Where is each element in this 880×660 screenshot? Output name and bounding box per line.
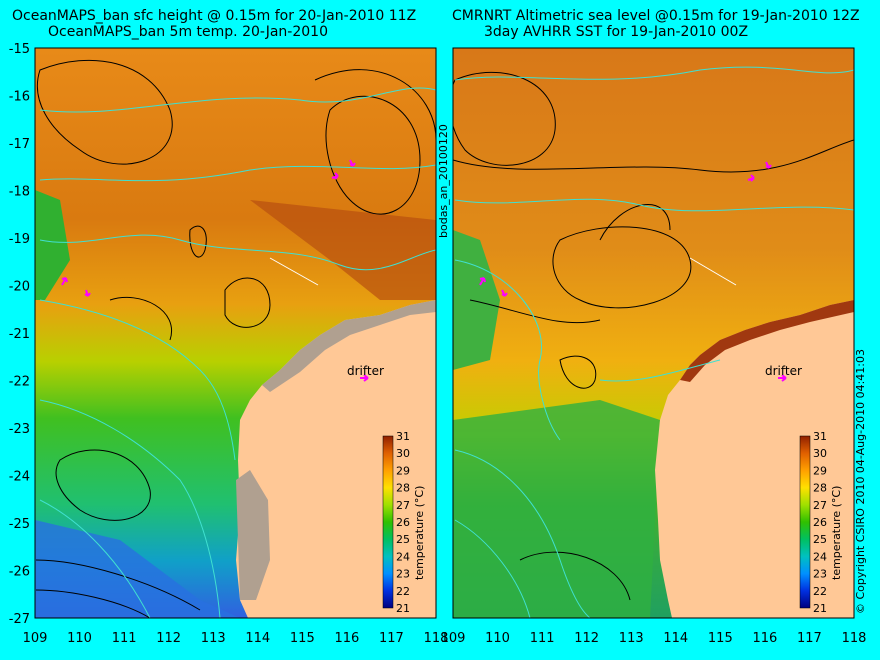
lon-tick-label: 116 xyxy=(752,631,777,646)
left-warm-pool xyxy=(35,190,70,300)
right-longitude-tick-labels: 109 110 111 112 113 114 115 116 117 118 xyxy=(441,631,867,646)
lon-tick-label: 109 xyxy=(441,631,466,646)
right-cool-zone xyxy=(453,400,660,618)
colorbar-tick-label: 27 xyxy=(396,499,410,512)
lat-tick-label: -23 xyxy=(9,422,30,437)
lat-tick-label: -18 xyxy=(9,185,30,200)
left-land-gray-south xyxy=(236,470,270,600)
left-colorbar-label: temperature (°C) xyxy=(413,485,426,580)
left-title-line2: OceanMAPS_ban 5m temp. 20-Jan-2010 xyxy=(48,24,328,40)
left-drifter-arrows xyxy=(61,159,369,382)
lon-tick-label: 113 xyxy=(201,631,226,646)
lon-tick-label: 111 xyxy=(112,631,137,646)
lat-tick-label: -15 xyxy=(9,42,30,57)
left-longitude-tick-labels: 109 110 111 112 113 114 115 116 117 118 xyxy=(23,631,449,646)
lon-tick-label: 114 xyxy=(663,631,688,646)
left-cyan-contours xyxy=(39,87,436,618)
lat-tick-label: -26 xyxy=(9,565,30,580)
colorbar-tick-label: 23 xyxy=(396,568,410,581)
colorbar-tick-label: 30 xyxy=(813,447,827,460)
right-map-panel: drifter xyxy=(453,48,854,618)
right-title-line1: CMRNRT Altimetric sea level @0.15m for 1… xyxy=(452,8,860,24)
colorbar-tick-label: 26 xyxy=(396,516,410,529)
right-drifter-label: drifter xyxy=(765,364,802,378)
lon-tick-label: 114 xyxy=(245,631,270,646)
left-section-line xyxy=(269,257,319,286)
lon-tick-label: 118 xyxy=(842,631,867,646)
colorbar-tick-label: 23 xyxy=(813,568,827,581)
left-cool-zone xyxy=(35,520,240,618)
lon-tick-label: 113 xyxy=(619,631,644,646)
lat-tick-label: -17 xyxy=(9,137,30,152)
lon-tick-label: 116 xyxy=(334,631,359,646)
right-cyan-contours xyxy=(454,66,854,618)
lon-tick-label: 115 xyxy=(290,631,315,646)
left-land-gray-strip xyxy=(262,300,436,392)
colorbar-tick-label: 26 xyxy=(813,516,827,529)
lat-tick-label: -16 xyxy=(9,90,30,105)
lat-tick-label: -21 xyxy=(9,327,30,342)
lon-tick-label: 118 xyxy=(424,631,449,646)
lon-tick-label: 112 xyxy=(574,631,599,646)
lat-tick-label: -19 xyxy=(9,232,30,247)
left-panel-frame xyxy=(34,47,437,619)
left-drifter-label: drifter xyxy=(347,364,384,378)
colorbar-tick-label: 28 xyxy=(396,482,410,495)
right-colorbar-label: temperature (°C) xyxy=(830,485,843,580)
left-title-line1: OceanMAPS_ban sfc height @ 0.15m for 20-… xyxy=(12,8,417,24)
right-panel-frame xyxy=(452,47,855,619)
left-colorbar xyxy=(382,435,394,609)
lat-tick-label: -27 xyxy=(9,612,30,627)
colorbar-tick-label: 31 xyxy=(396,430,410,443)
colorbar-tick-label: 29 xyxy=(813,464,827,477)
lat-tick-label: -24 xyxy=(9,470,30,485)
right-coast-hot xyxy=(680,300,854,382)
colorbar-tick-label: 21 xyxy=(813,602,827,615)
colorbar-tick-label: 24 xyxy=(813,550,827,563)
right-colorbar xyxy=(799,435,811,609)
colorbar-tick-label: 30 xyxy=(396,447,410,460)
right-warm-pool xyxy=(453,230,500,370)
right-drifter-arrows xyxy=(479,161,787,382)
lon-tick-label: 117 xyxy=(797,631,822,646)
colorbar-tick-label: 25 xyxy=(396,533,410,546)
lat-tick-label: -20 xyxy=(9,280,30,295)
colorbar-ticks: 31 30 29 28 27 26 25 24 23 22 21 31 30 29 28 27 26 25 24 23… xyxy=(396,430,827,615)
colorbar-tick-label: 29 xyxy=(396,464,410,477)
right-vertical-run-label: bodas_an_20100120 xyxy=(437,124,450,238)
colorbar-tick-label: 22 xyxy=(396,585,410,598)
lon-tick-label: 110 xyxy=(67,631,92,646)
lon-tick-label: 112 xyxy=(156,631,181,646)
right-title-line2: 3day AVHRR SST for 19-Jan-2010 00Z xyxy=(484,24,749,40)
colorbar-tick-label: 24 xyxy=(396,550,410,563)
colorbar-tick-label: 31 xyxy=(813,430,827,443)
left-map-panel: drifter xyxy=(35,48,436,618)
latitude-tick-labels: -15 -16 -17 -18 -19 -20 -21 -22 -23 -24 -25 -26 -27 xyxy=(9,42,30,627)
colorbar-tick-label: 22 xyxy=(813,585,827,598)
lat-tick-label: -25 xyxy=(9,517,30,532)
left-hot-zone xyxy=(250,200,436,300)
lon-tick-label: 111 xyxy=(530,631,555,646)
right-section-line xyxy=(689,257,737,286)
right-black-contours xyxy=(453,71,854,601)
lon-tick-label: 115 xyxy=(708,631,733,646)
lon-tick-label: 109 xyxy=(23,631,48,646)
lat-tick-label: -22 xyxy=(9,375,30,390)
colorbar-tick-label: 25 xyxy=(813,533,827,546)
colorbar-tick-label: 28 xyxy=(813,482,827,495)
copyright-text: © Copyright CSIRO 2010 04-Aug-2010 04:41… xyxy=(854,348,867,614)
lon-tick-label: 117 xyxy=(379,631,404,646)
colorbar-tick-label: 27 xyxy=(813,499,827,512)
lon-tick-label: 110 xyxy=(485,631,510,646)
left-black-contours xyxy=(35,59,436,618)
colorbar-tick-label: 21 xyxy=(396,602,410,615)
